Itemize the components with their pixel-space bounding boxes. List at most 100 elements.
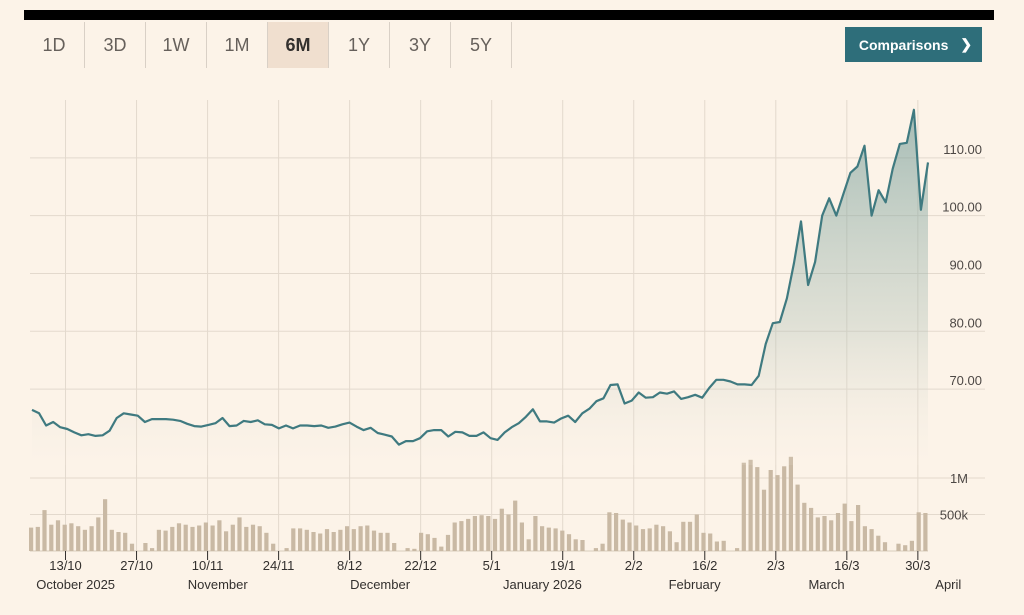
tab-6m[interactable]: 6M xyxy=(268,22,329,68)
volume-bar xyxy=(721,540,726,551)
month-label: January 2026 xyxy=(503,577,582,592)
tab-3d[interactable]: 3D xyxy=(85,22,146,68)
x-tick-label: 22/12 xyxy=(404,558,437,573)
volume-bar xyxy=(499,508,504,551)
y-tick-label: 90.00 xyxy=(949,257,982,272)
volume-bar xyxy=(35,526,40,551)
volume-bar xyxy=(607,512,612,551)
month-label: October 2025 xyxy=(36,577,115,592)
volume-bar xyxy=(324,529,330,551)
volume-bar xyxy=(76,526,81,551)
volume-bar xyxy=(69,523,74,551)
tab-1y[interactable]: 1Y xyxy=(329,22,390,68)
volume-bar xyxy=(412,548,417,551)
volume-bar xyxy=(123,532,128,552)
volume-bar xyxy=(432,537,437,551)
volume-bar xyxy=(862,526,867,551)
volume-bar xyxy=(170,526,175,551)
volume-bar xyxy=(203,522,208,551)
volume-bar xyxy=(210,525,215,551)
time-range-tabs: 1D 3D 1W 1M 6M 1Y 3Y 5Y xyxy=(24,22,512,68)
tab-1w[interactable]: 1W xyxy=(146,22,207,68)
volume-bar xyxy=(385,532,390,552)
volume-bar xyxy=(492,518,498,551)
volume-bar xyxy=(89,526,94,551)
volume-bar xyxy=(634,525,639,551)
volume-bar xyxy=(244,526,249,551)
volume-bar xyxy=(533,516,538,551)
comparisons-button[interactable]: Comparisons ❯ xyxy=(845,27,982,62)
volume-bar xyxy=(869,529,874,551)
volume-bar xyxy=(42,510,47,551)
volume-bar xyxy=(176,523,182,551)
volume-bar xyxy=(237,517,242,551)
x-tick-label: 24/11 xyxy=(263,558,295,573)
month-label: November xyxy=(188,577,249,592)
volume-bar xyxy=(714,541,719,551)
volume-bar xyxy=(687,521,693,551)
volume-bar xyxy=(479,515,484,551)
volume-bar xyxy=(540,526,545,551)
volume-bar xyxy=(378,532,383,552)
volume-bar xyxy=(809,507,814,551)
tab-1d[interactable]: 1D xyxy=(24,22,85,68)
month-label: April xyxy=(935,577,961,592)
volume-bar xyxy=(701,532,706,552)
volume-bar xyxy=(318,533,323,551)
volume-bar xyxy=(82,529,87,551)
volume-bar xyxy=(55,520,61,551)
volume-bar xyxy=(681,521,686,551)
tab-1m[interactable]: 1M xyxy=(207,22,268,68)
volume-bar xyxy=(365,525,370,551)
volume-bar xyxy=(129,543,135,551)
volume-bar xyxy=(694,514,699,551)
volume-bar xyxy=(371,530,377,551)
x-tick-label: 13/10 xyxy=(49,558,82,573)
volume-bar xyxy=(835,513,841,551)
volume-bar xyxy=(163,530,168,551)
y-tick-label: 80.00 xyxy=(949,315,982,330)
volume-bar xyxy=(284,548,289,551)
tab-3y[interactable]: 3Y xyxy=(390,22,451,68)
volume-bar xyxy=(795,484,800,551)
volume-bar xyxy=(29,527,34,551)
volume-bar xyxy=(741,462,746,551)
volume-bar xyxy=(856,505,861,551)
x-tick-label: 27/10 xyxy=(120,558,153,573)
volume-bar xyxy=(358,526,363,551)
volume-bar xyxy=(230,524,235,551)
volume-bar xyxy=(526,539,531,551)
volume-bar xyxy=(452,522,457,551)
x-tick-label: 10/11 xyxy=(192,558,224,573)
volume-bar xyxy=(103,499,108,551)
volume-bar xyxy=(923,513,928,551)
volume-bar xyxy=(627,522,632,551)
volume-bar xyxy=(849,521,854,551)
volume-bar xyxy=(49,524,54,551)
volume-bar xyxy=(351,529,356,551)
volume-bar xyxy=(620,519,625,551)
volume-bar xyxy=(560,530,565,551)
volume-bar xyxy=(291,528,296,551)
volume-bar xyxy=(405,548,410,551)
x-tick-label: 8/12 xyxy=(337,558,362,573)
volume-bar xyxy=(580,540,585,551)
volume-bar xyxy=(788,456,793,551)
volume-bar xyxy=(661,526,666,551)
volume-bar xyxy=(761,489,767,551)
volume-bar xyxy=(546,527,551,551)
volume-bar xyxy=(667,531,672,551)
volume-bar xyxy=(257,526,262,551)
tab-5y[interactable]: 5Y xyxy=(451,22,512,68)
volume-bar xyxy=(250,524,256,551)
volume-bar xyxy=(674,542,679,551)
volume-bar xyxy=(445,534,451,551)
x-tick-label: 19/1 xyxy=(550,558,575,573)
volume-bar xyxy=(425,534,430,551)
volume-bar xyxy=(909,540,914,551)
top-rule xyxy=(24,10,994,20)
x-tick-label: 16/3 xyxy=(834,558,859,573)
volume-bar xyxy=(331,532,336,551)
volume-bar xyxy=(802,502,807,551)
